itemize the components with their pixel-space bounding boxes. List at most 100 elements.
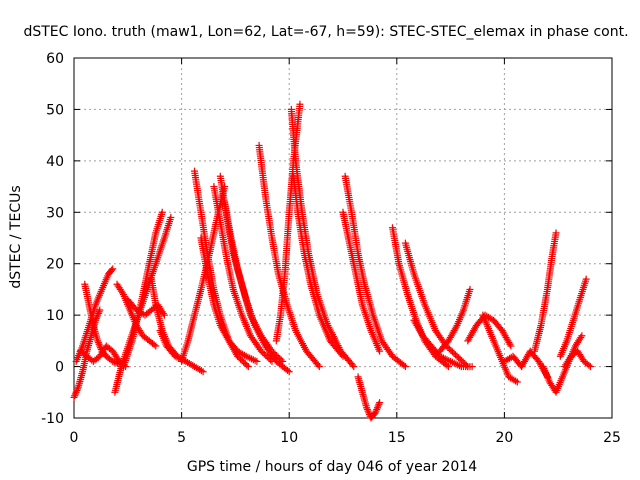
axis-ticks: 0 5 10 15 20 25 -10 0 10 20 30 40 50 60 xyxy=(41,51,621,446)
series-trace xyxy=(339,208,384,355)
data-point xyxy=(461,360,469,368)
data-point xyxy=(108,266,116,274)
y-tick-label: -10 xyxy=(41,411,64,427)
data-point xyxy=(348,361,356,369)
data-point xyxy=(259,349,267,357)
x-tick-label: 20 xyxy=(495,430,513,446)
series-trace xyxy=(561,347,594,371)
data-point xyxy=(150,341,158,349)
data-point xyxy=(96,342,104,350)
plot-frame xyxy=(73,57,613,419)
data-point xyxy=(244,363,252,371)
data-point xyxy=(109,357,117,365)
series-trace xyxy=(81,280,123,368)
series-trace xyxy=(221,198,293,376)
data-point xyxy=(585,361,593,369)
data-point xyxy=(445,345,453,353)
data-point xyxy=(372,407,380,415)
data-point xyxy=(159,309,167,317)
y-tick-label: 40 xyxy=(46,154,64,170)
data-point xyxy=(237,355,245,363)
data-point xyxy=(577,333,585,341)
data-point xyxy=(238,357,246,365)
data-point xyxy=(338,351,346,359)
y-tick-label: 60 xyxy=(46,51,64,67)
data-point xyxy=(118,289,126,297)
data-point xyxy=(363,404,371,412)
data-point xyxy=(468,363,476,371)
series-trace xyxy=(436,285,474,355)
data-point xyxy=(167,213,175,221)
data-point xyxy=(373,405,381,413)
data-point xyxy=(506,340,514,348)
series-trace xyxy=(341,172,409,371)
data-point xyxy=(373,404,381,412)
data-point xyxy=(447,346,455,354)
data-point xyxy=(339,352,347,360)
data-points xyxy=(70,100,594,422)
data-point xyxy=(363,405,371,413)
y-tick-label: 10 xyxy=(46,308,64,324)
x-axis-title: GPS time / hours of day 046 of year 2014 xyxy=(187,459,477,475)
data-point xyxy=(95,340,103,348)
data-point xyxy=(241,360,249,368)
data-point xyxy=(71,390,79,398)
data-point xyxy=(109,265,117,273)
data-point xyxy=(260,350,268,358)
data-point xyxy=(314,361,322,369)
data-point xyxy=(458,357,466,365)
data-point xyxy=(243,361,251,369)
data-point xyxy=(586,363,594,371)
data-point xyxy=(96,306,104,314)
data-point xyxy=(512,377,520,385)
series-trace xyxy=(210,183,276,365)
data-point xyxy=(582,275,590,283)
data-point xyxy=(401,363,409,371)
data-point xyxy=(110,358,118,366)
series-trace xyxy=(410,316,476,371)
data-point xyxy=(158,208,166,216)
data-point xyxy=(507,342,515,350)
data-point xyxy=(95,308,103,316)
data-point xyxy=(197,367,205,375)
data-point xyxy=(72,388,80,396)
y-axis-title: dSTEC / TECUs xyxy=(8,185,24,288)
series-trace xyxy=(290,172,347,360)
y-tick-label: 0 xyxy=(55,360,64,376)
data-point xyxy=(578,332,586,340)
data-point xyxy=(71,392,79,400)
data-point xyxy=(94,339,102,347)
data-point xyxy=(199,368,207,376)
data-point xyxy=(285,368,293,376)
x-tick-label: 25 xyxy=(603,430,621,446)
data-point xyxy=(450,349,458,357)
data-point xyxy=(262,352,270,360)
data-point xyxy=(160,311,168,319)
data-point xyxy=(296,100,304,108)
series-trace xyxy=(354,373,384,422)
data-point xyxy=(455,354,463,362)
data-point xyxy=(448,348,456,356)
data-point xyxy=(452,323,460,331)
x-tick-label: 5 xyxy=(177,430,186,446)
data-point xyxy=(376,347,384,355)
series-trace xyxy=(255,141,323,371)
data-point xyxy=(374,402,382,410)
chart-title: dSTEC Iono. truth (maw1, Lon=62, Lat=-67… xyxy=(23,24,628,40)
series-trace xyxy=(531,229,560,355)
data-point xyxy=(315,363,323,371)
series-trace xyxy=(401,239,472,371)
series-trace xyxy=(119,208,166,371)
data-point xyxy=(452,351,460,359)
data-point xyxy=(364,407,372,415)
series-trace xyxy=(539,332,586,396)
data-point xyxy=(284,366,292,374)
data-point xyxy=(456,355,464,363)
data-point xyxy=(400,361,408,369)
data-point xyxy=(453,352,461,360)
data-point xyxy=(371,409,379,417)
data-point xyxy=(365,409,373,417)
data-point xyxy=(376,399,384,407)
data-point xyxy=(74,385,82,393)
